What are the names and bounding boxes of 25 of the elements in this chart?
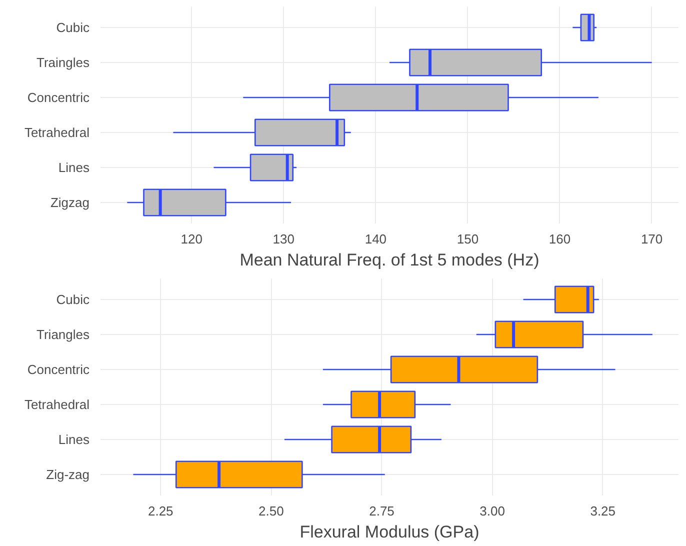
y-tick-label: Tetrahedral [24, 397, 90, 412]
x-tick-label: 140 [364, 232, 387, 246]
x-tick-label: 2.50 [258, 504, 284, 518]
y-tick-label: Cubic [56, 20, 90, 35]
x-axis-title: Flexural Modulus (GPa) [300, 522, 480, 542]
y-tick-label: Zigzag [50, 195, 90, 210]
x-tick-label: 130 [272, 232, 295, 246]
y-tick-label: Triangles [36, 327, 90, 342]
y-tick-label: Lines [58, 160, 90, 175]
x-tick-label: 3.00 [480, 504, 505, 518]
x-tick-label: 2.25 [148, 504, 174, 518]
y-tick-label: Tetrahedral [24, 125, 90, 140]
y-tick-label: Concentric [27, 90, 90, 105]
y-tick-label: Zig-zag [46, 467, 90, 482]
y-tick-label: Concentric [27, 362, 90, 377]
x-tick-label: 120 [180, 232, 202, 246]
x-tick-label: 2.75 [369, 504, 394, 518]
y-tick-label: Traingles [36, 55, 90, 70]
x-tick-label: 150 [456, 232, 479, 246]
x-tick-label: 3.25 [590, 504, 616, 518]
y-tick-label: Cubic [56, 292, 90, 307]
x-axis-title: Mean Natural Freq. of 1st 5 modes (Hz) [240, 250, 540, 270]
x-tick-label: 160 [548, 232, 571, 246]
y-tick-label: Lines [58, 432, 90, 447]
x-tick-label: 170 [640, 232, 663, 246]
